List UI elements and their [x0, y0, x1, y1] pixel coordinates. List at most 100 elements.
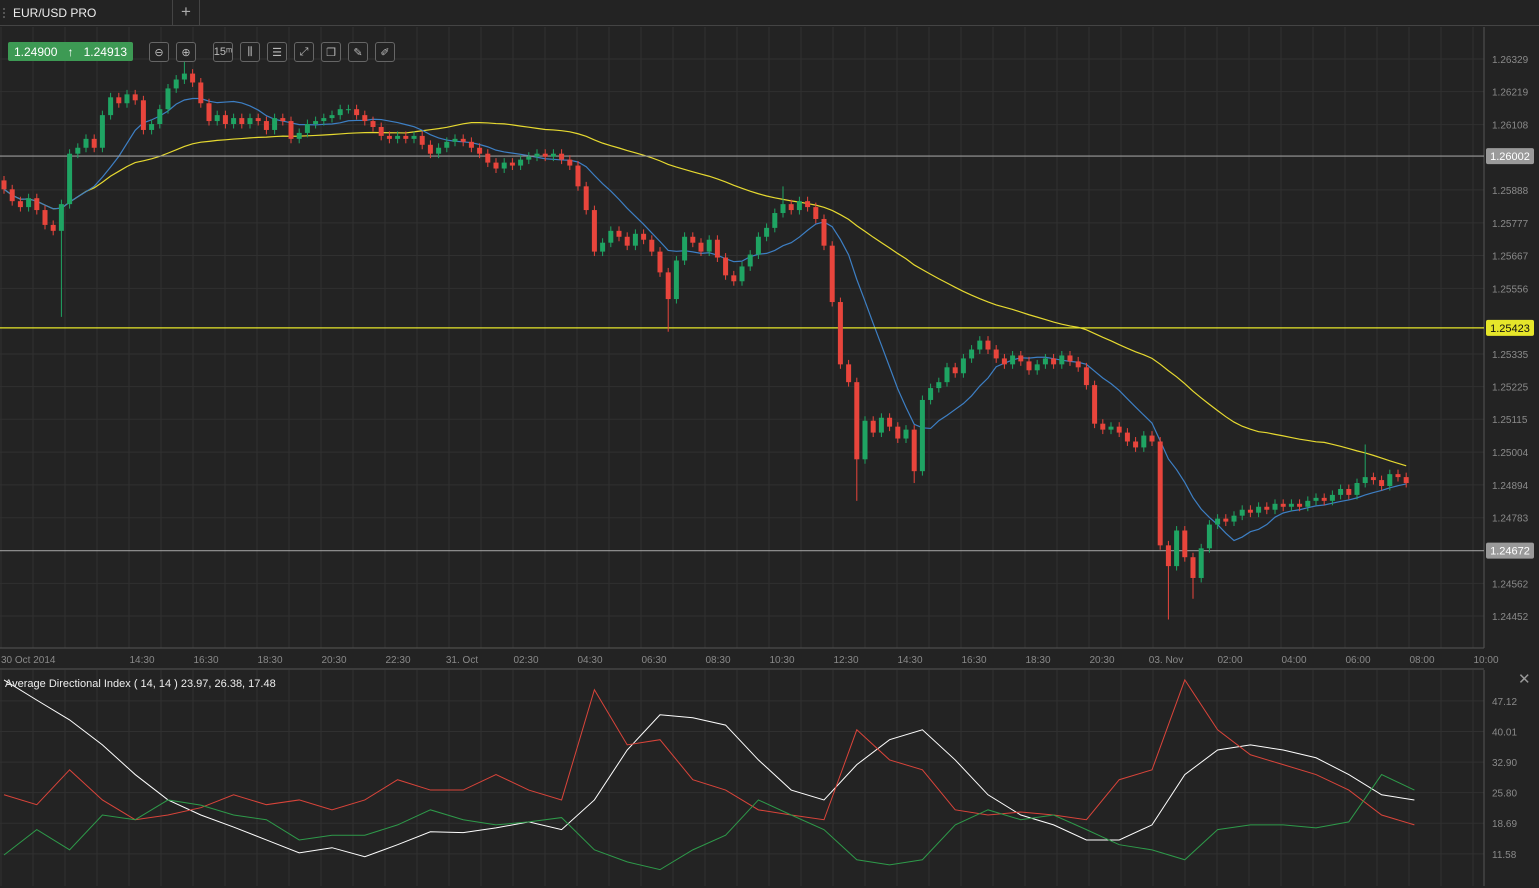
indicators-button[interactable]: ☰	[267, 42, 287, 62]
candle-body	[403, 135, 409, 139]
candle-body	[337, 109, 343, 116]
candle-body	[600, 242, 606, 252]
candle-body	[1042, 358, 1048, 365]
candle-body	[206, 103, 212, 122]
candle-body	[518, 159, 524, 166]
eraser-button[interactable]: ✐	[375, 42, 395, 62]
candle-body	[108, 97, 114, 116]
candle-body	[1, 180, 7, 190]
candle-body	[919, 399, 925, 472]
candle-body	[796, 201, 802, 211]
add-tab-button[interactable]: +	[173, 0, 200, 26]
candle-body	[682, 236, 688, 261]
candle-body	[132, 94, 138, 101]
candle-body	[829, 245, 835, 303]
price-tick-label: 1.25335	[1492, 350, 1529, 361]
candle-body	[690, 236, 696, 243]
candle-body	[780, 204, 786, 214]
candle-body	[1338, 488, 1344, 495]
timeframe-button[interactable]: 15ᵐ	[213, 42, 233, 62]
candle-body	[1223, 518, 1229, 522]
candle-body	[1092, 385, 1098, 424]
candle-body	[1297, 503, 1303, 507]
candle-body	[411, 135, 417, 139]
price-tick-label: 1.26108	[1492, 121, 1529, 132]
candle-body	[395, 135, 401, 139]
candle-body	[526, 156, 532, 160]
tab-bar: EUR/USD PRO +	[0, 0, 1539, 26]
candle-body	[370, 121, 376, 127]
candle-body	[969, 349, 975, 359]
ma-slow-line	[3, 122, 1407, 467]
price-tick-label: 1.24562	[1492, 579, 1529, 590]
candle-body	[231, 118, 237, 125]
quote-badge[interactable]: 1.24900 ↑ 1.24913	[8, 42, 133, 61]
candle-body	[624, 236, 630, 246]
time-tick-label: 04:30	[577, 655, 602, 666]
price-tick-label: 1.24452	[1492, 612, 1529, 623]
candle-body	[1387, 474, 1393, 486]
candle-body	[75, 147, 81, 154]
time-tick-label: 10:30	[769, 655, 794, 666]
candle-body	[706, 239, 712, 252]
close-indicator-icon[interactable]: ✕	[1518, 671, 1531, 688]
price-level-badge	[1486, 542, 1534, 559]
candle-body	[124, 94, 130, 104]
time-tick-label: 20:30	[1089, 655, 1114, 666]
candle-body	[140, 100, 146, 130]
candle-body	[1288, 503, 1294, 507]
candle-body	[928, 388, 934, 400]
time-tick-label: 03. Nov	[1149, 655, 1183, 666]
time-tick-label: 20:30	[321, 655, 346, 666]
candle-body	[181, 73, 187, 80]
time-tick-label: 16:30	[193, 655, 218, 666]
time-tick-label: 14:30	[897, 655, 922, 666]
drag-handle-icon[interactable]	[3, 8, 7, 18]
compare-button[interactable]: ❐	[321, 42, 341, 62]
ma-fast-line	[3, 97, 1407, 542]
candle-body	[1329, 494, 1335, 501]
candle-body	[296, 132, 302, 139]
candle-body	[567, 159, 573, 166]
candle-body	[542, 153, 548, 157]
price-tick-label: 1.25888	[1492, 186, 1529, 197]
candle-body	[99, 115, 105, 148]
candle-body	[805, 201, 811, 208]
adx-tick-label: 47.12	[1492, 697, 1517, 708]
draw-button[interactable]: ✎	[348, 42, 368, 62]
candle-body	[870, 420, 876, 433]
price-level-label: 1.25423	[1490, 323, 1530, 335]
time-tick-label: 31. Oct	[446, 655, 478, 666]
time-tick-label: 08:00	[1409, 655, 1434, 666]
candle-body	[427, 144, 433, 154]
candle-body	[608, 230, 614, 243]
time-tick-label: 02:00	[1217, 655, 1242, 666]
time-tick-label: 06:30	[641, 655, 666, 666]
time-tick-label: 16:30	[961, 655, 986, 666]
candle-body	[280, 118, 286, 122]
tab-eurusd[interactable]: EUR/USD PRO	[0, 0, 173, 26]
chart-type-button[interactable]: ⫼	[240, 42, 260, 62]
candle-body	[985, 340, 991, 350]
chart-toolbar: ⊖ ⊕ 15ᵐ ⫼ ☰ ⤢ ❐ ✎ ✐	[149, 42, 402, 62]
candle-body	[362, 115, 368, 122]
candle-body	[468, 141, 474, 148]
candle-body	[477, 147, 483, 154]
candle-body	[583, 186, 589, 211]
trendline-button[interactable]: ⤢	[294, 42, 314, 62]
candle-body	[288, 121, 294, 139]
candle-body	[9, 189, 15, 202]
candle-body	[67, 153, 73, 205]
candle-body	[1108, 426, 1114, 430]
time-tick-label: 18:30	[257, 655, 282, 666]
candle-body	[993, 349, 999, 359]
candle-body	[1010, 355, 1016, 365]
candle-body	[1403, 477, 1409, 484]
zoom-in-button[interactable]: ⊕	[176, 42, 196, 62]
candle-body	[649, 239, 655, 252]
candle-body	[952, 367, 958, 374]
candle-body	[91, 138, 97, 148]
chart-type-icon: ⫼	[247, 45, 253, 58]
zoom-out-button[interactable]: ⊖	[149, 42, 169, 62]
